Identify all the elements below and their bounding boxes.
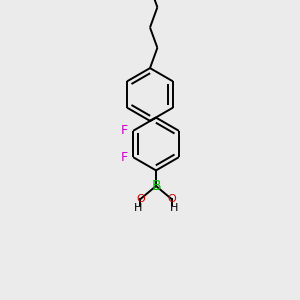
Text: B: B bbox=[151, 179, 161, 193]
Text: O: O bbox=[136, 194, 145, 204]
Text: H: H bbox=[170, 203, 178, 213]
Text: H: H bbox=[134, 203, 142, 213]
Text: F: F bbox=[121, 151, 128, 164]
Text: O: O bbox=[167, 194, 176, 204]
Text: F: F bbox=[121, 124, 128, 137]
